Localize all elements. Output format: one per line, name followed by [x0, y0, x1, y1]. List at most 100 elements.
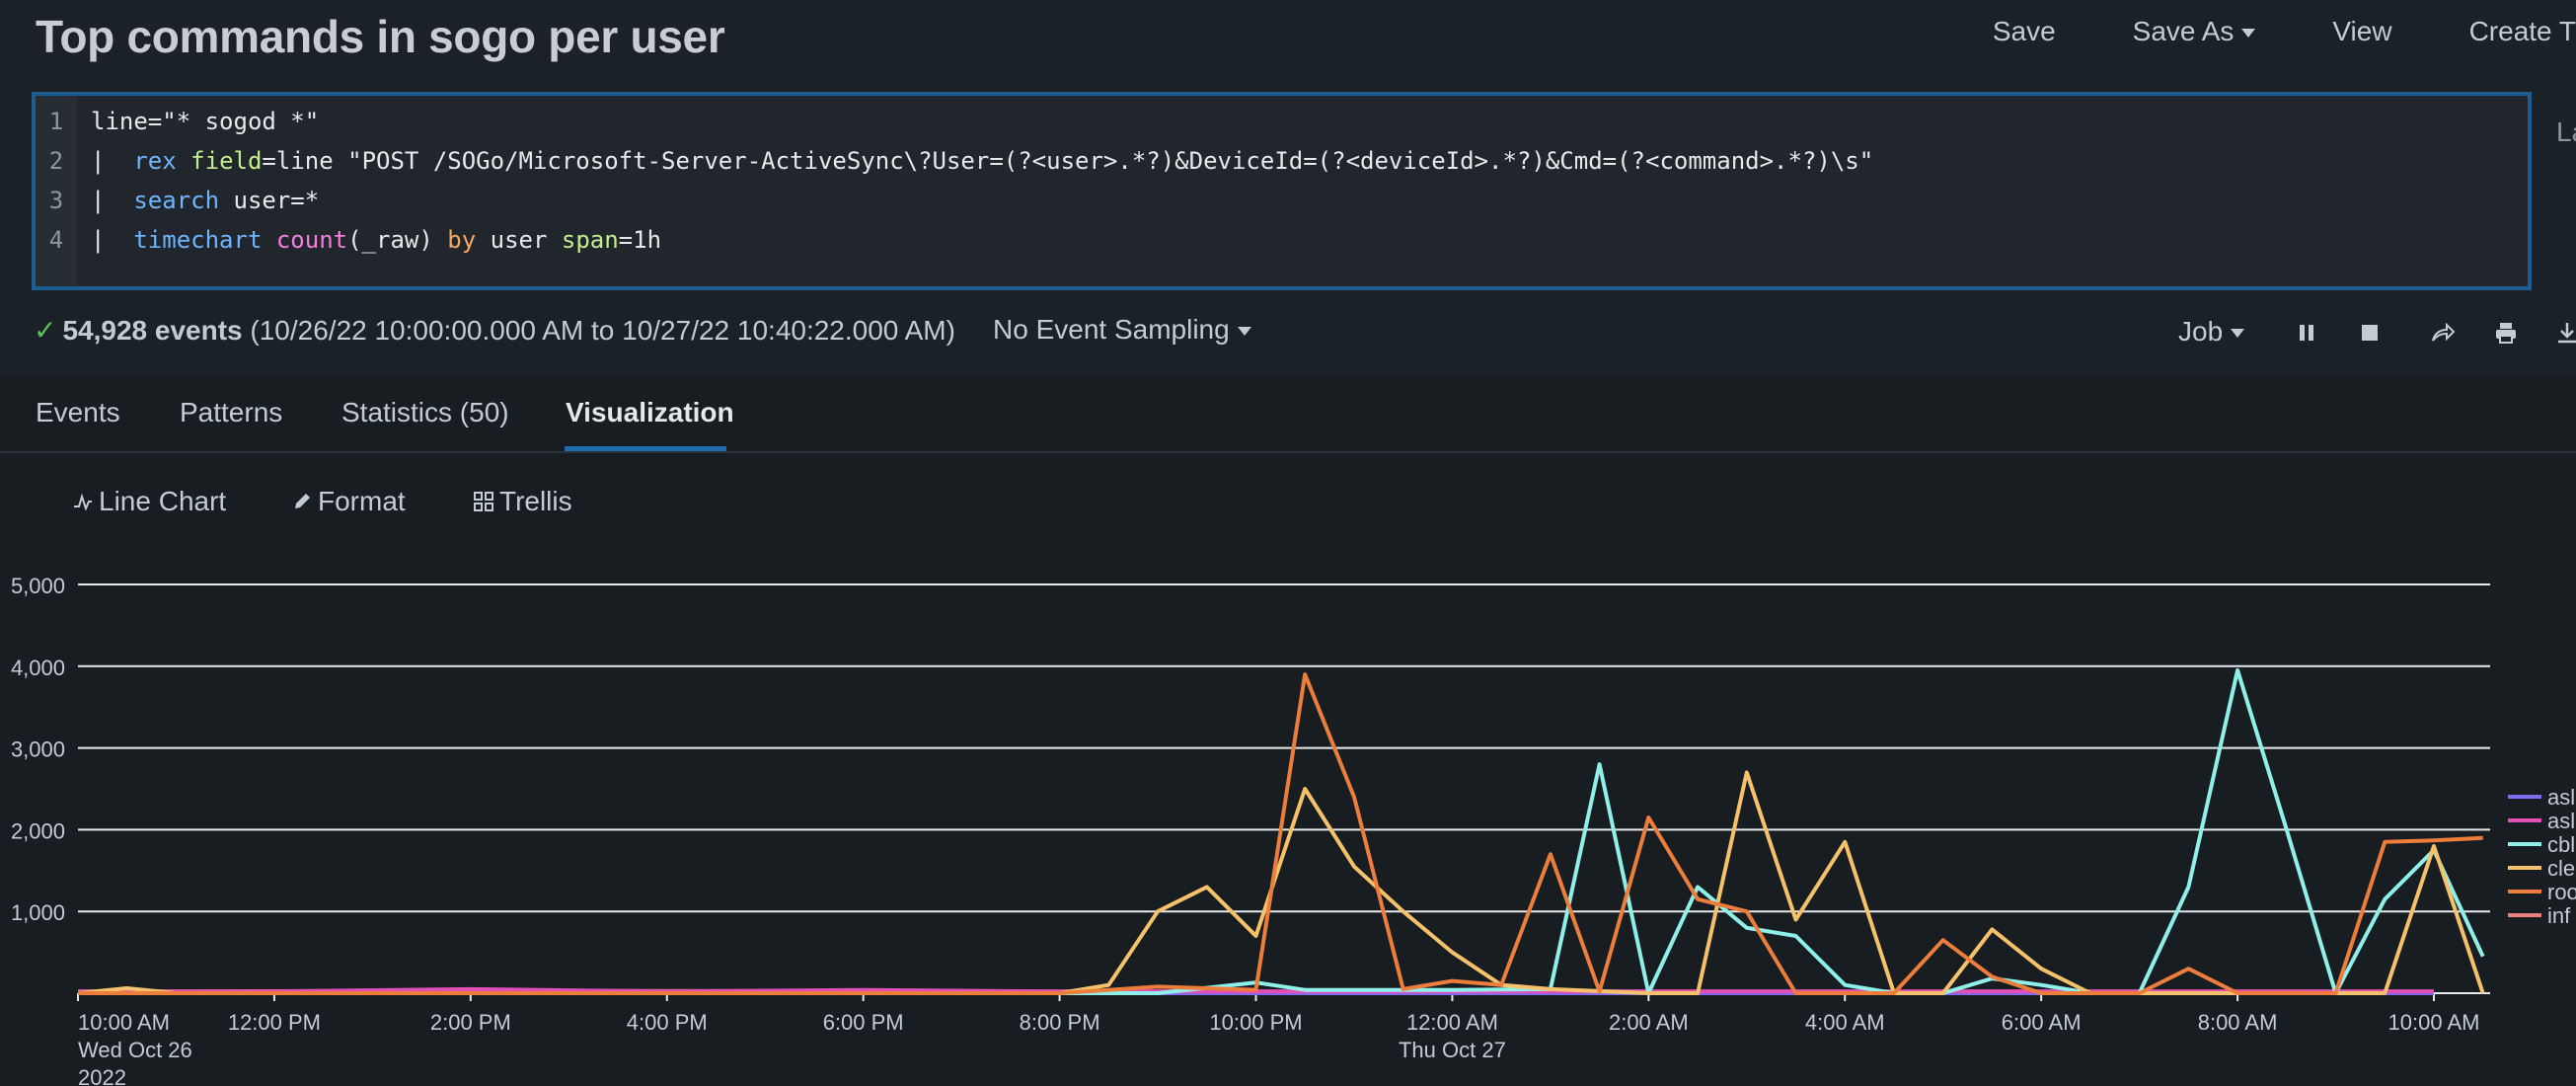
x-tick-label: 10:00 AM — [2388, 1010, 2480, 1035]
legend-label: inf — [2547, 903, 2571, 928]
x-tick-label: 2:00 AM — [1609, 1010, 1689, 1035]
code-token: field — [190, 147, 263, 175]
x-tick-label: 8:00 PM — [1020, 1010, 1100, 1035]
events-count: 54,928 events — [62, 315, 243, 346]
grid-icon — [474, 492, 493, 511]
trellis-button[interactable]: Trellis — [474, 486, 572, 517]
line-number: 3 — [48, 187, 64, 214]
x-date-label: 2022 — [78, 1065, 126, 1086]
legend-label: roo — [2547, 880, 2576, 904]
x-tick-label: 4:00 AM — [1805, 1010, 1885, 1035]
chevron-down-icon — [2231, 329, 2245, 339]
code-text: line="* sogod *" — [77, 108, 319, 135]
view-button[interactable]: View — [2332, 16, 2392, 46]
line-number: 1 — [48, 108, 64, 135]
code-text: | timechart count(_raw) by user span=1h — [77, 226, 661, 254]
x-tick-label: 6:00 PM — [823, 1010, 904, 1035]
pencil-icon — [292, 492, 312, 511]
code-token: rex — [133, 147, 177, 175]
x-tick-label: 10:00 PM — [1209, 1010, 1302, 1035]
line-chart-button[interactable]: Line Chart — [73, 486, 226, 517]
code-token — [177, 147, 190, 175]
chevron-down-icon — [2241, 29, 2256, 39]
page-title: Top commands in sogo per user — [36, 11, 725, 62]
code-line[interactable]: 1 line="* sogod *" — [36, 108, 319, 147]
code-line[interactable]: 4 | timechart count(_raw) by user span=1h — [36, 226, 661, 266]
code-token: user=* — [219, 187, 320, 214]
code-token: user — [476, 226, 562, 254]
x-tick-label: 12:00 PM — [228, 1010, 321, 1035]
time-range: (10/26/22 10:00:00.000 AM to 10/27/22 10… — [250, 315, 955, 346]
x-tick-label: 12:00 AM — [1406, 1010, 1498, 1035]
save-as-label: Save As — [2132, 16, 2235, 46]
code-token — [262, 226, 275, 254]
code-token: span — [561, 226, 619, 254]
code-token: =line "POST /SOGo/Microsoft-Server-Activ… — [262, 147, 1874, 175]
y-tick-label: 3,000 — [11, 737, 65, 762]
top-actions: Save Save As View Create T — [1993, 16, 2576, 47]
legend-label: asl — [2547, 809, 2575, 833]
code-token: | — [91, 187, 134, 214]
y-tick-label: 1,000 — [11, 900, 65, 925]
format-button[interactable]: Format — [292, 486, 406, 517]
download-icon[interactable] — [2552, 318, 2576, 348]
stop-icon[interactable] — [2355, 318, 2385, 348]
chevron-down-icon — [1237, 327, 1251, 337]
legend-label: cbl — [2547, 832, 2575, 857]
create-button[interactable]: Create T — [2468, 16, 2576, 46]
tab-patterns[interactable]: Patterns — [180, 397, 283, 427]
search-editor[interactable]: 1 line="* sogod *" 2 | rex field=line "POST… — [32, 92, 2532, 290]
line-chart-icon — [73, 493, 93, 510]
code-token: | — [91, 226, 134, 254]
side-panel-label[interactable]: La — [2556, 116, 2576, 147]
event-sampling-dropdown[interactable]: No Event Sampling — [993, 314, 1251, 346]
line-number: 2 — [48, 147, 64, 175]
code-text: | search user=* — [77, 187, 319, 214]
job-label: Job — [2178, 316, 2224, 347]
code-text: | rex field=line "POST /SOGo/Microsoft-S… — [77, 147, 1873, 175]
series-line-cle — [77, 770, 2485, 995]
code-token: | — [91, 147, 134, 175]
y-tick-label: 2,000 — [11, 818, 65, 843]
x-tick-label: 10:00 AM — [78, 1010, 170, 1035]
y-tick-label: 5,000 — [11, 574, 65, 598]
x-tick-label: 8:00 AM — [2198, 1010, 2278, 1035]
x-tick-label: 2:00 PM — [430, 1010, 511, 1035]
x-tick-label: 4:00 PM — [627, 1010, 708, 1035]
line-chart-label: Line Chart — [99, 486, 227, 516]
job-status: ✓ 54,928 events (10/26/22 10:00:00.000 AM… — [34, 314, 955, 347]
legend-label: cle — [2547, 856, 2575, 881]
code-token: line="* sogod *" — [91, 108, 320, 135]
active-tab-indicator — [565, 446, 726, 451]
tab-statistics[interactable]: Statistics (50) — [341, 397, 509, 427]
code-token: timechart — [133, 226, 263, 254]
job-menu[interactable]: Job — [2178, 316, 2245, 348]
tab-events[interactable]: Events — [36, 397, 120, 427]
line-number: 4 — [48, 226, 64, 254]
legend-label: asl — [2547, 785, 2575, 810]
code-token: =1h — [618, 226, 662, 254]
series-line-roo — [78, 672, 2483, 995]
code-line[interactable]: 3 | search user=* — [36, 187, 319, 226]
tab-visualization[interactable]: Visualization — [566, 397, 734, 427]
code-line[interactable]: 2 | rex field=line "POST /SOGo/Microsoft-… — [36, 147, 1873, 187]
x-date-label: Thu Oct 27 — [1399, 1038, 1506, 1062]
share-icon[interactable] — [2428, 318, 2458, 348]
code-token: by — [447, 226, 477, 254]
code-token: count — [275, 226, 348, 254]
check-icon: ✓ — [34, 315, 57, 346]
save-button[interactable]: Save — [1992, 16, 2056, 46]
results-tabs: Events Patterns Statistics (50) Visualiz… — [0, 375, 2576, 453]
x-date-label: Wed Oct 26 — [78, 1038, 192, 1062]
format-label: Format — [318, 486, 406, 516]
print-icon[interactable] — [2491, 318, 2521, 348]
line-number-gutter — [36, 96, 77, 286]
code-token: search — [133, 187, 220, 214]
line-chart: 5,000 4,000 3,000 2,000 1,000 10:00 AM Wed Oct… — [11, 574, 2576, 1086]
pause-icon[interactable] — [2292, 318, 2321, 348]
y-tick-label: 4,000 — [11, 656, 65, 680]
event-sampling-label: No Event Sampling — [993, 314, 1230, 345]
x-tick-label: 6:00 AM — [2002, 1010, 2082, 1035]
trellis-label: Trellis — [499, 486, 572, 516]
save-as-button[interactable]: Save As — [2133, 16, 2256, 47]
